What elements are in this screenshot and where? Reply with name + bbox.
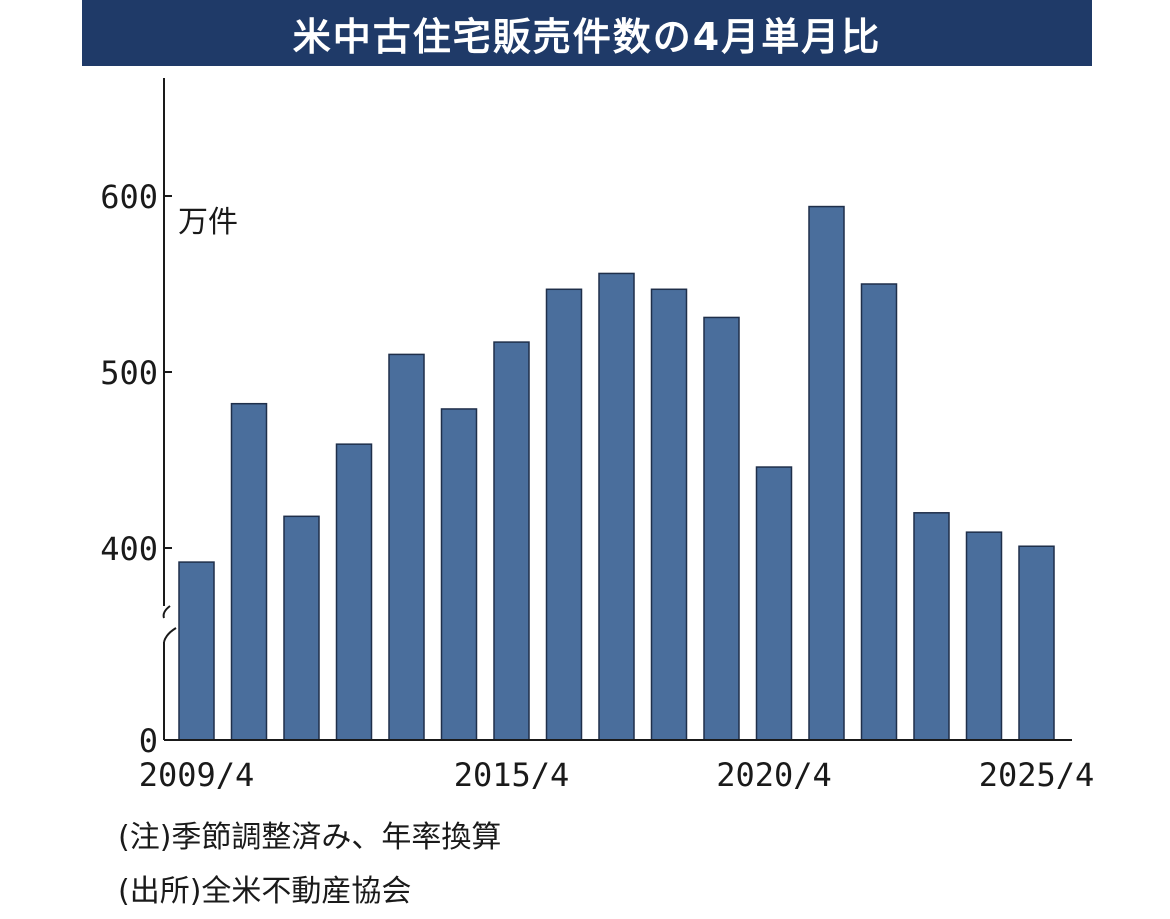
- y-tick-label-500: 500: [100, 354, 158, 392]
- bar-2011/4: [283, 515, 320, 741]
- bar-2022/4: [860, 283, 898, 741]
- chart-title: 米中古住宅販売件数の4月単月比: [292, 14, 882, 59]
- bar-2014/4: [440, 408, 478, 741]
- x-tick-label-2009/4: 2009/4: [139, 756, 255, 794]
- bar-2018/4: [650, 288, 688, 741]
- bar-2025/4: [1018, 545, 1055, 741]
- x-tick-label-2015/4: 2015/4: [454, 756, 570, 794]
- bar-2020/4: [755, 466, 793, 741]
- bar-2019/4: [703, 316, 740, 741]
- note-adjustment: (注)季節調整済み、年率換算: [118, 820, 502, 855]
- bar-2016/4: [545, 288, 583, 741]
- bar-2023/4: [913, 512, 950, 741]
- bar-2010/4: [230, 402, 268, 741]
- chart-title-bar: 米中古住宅販売件数の4月単月比: [82, 0, 1092, 66]
- bar-2013/4: [388, 353, 425, 741]
- bar-2024/4: [965, 531, 1003, 741]
- bar-2012/4: [335, 443, 373, 741]
- axis-break-mark-top: [162, 605, 171, 619]
- bar-2015/4: [493, 341, 530, 741]
- axis-break-mark-bottom: [163, 627, 177, 643]
- x-tick-label-2020/4: 2020/4: [716, 756, 832, 794]
- bar-2017/4: [598, 272, 635, 741]
- x-tick-label-2025/4: 2025/4: [979, 756, 1095, 794]
- bar-chart: 0 400 500 600 万件 2009/4 2015/4 2020/4 2025/4: [100, 78, 1095, 794]
- bar-2009/4: [178, 561, 215, 741]
- y-tick-label-600: 600: [100, 178, 158, 216]
- y-tick-label-0: 0: [139, 722, 158, 760]
- bar-2021/4: [808, 205, 845, 741]
- y-unit-label: 万件: [178, 205, 238, 240]
- note-source: (出所)全米不動産協会: [118, 874, 412, 909]
- y-tick-label-400: 400: [100, 530, 158, 568]
